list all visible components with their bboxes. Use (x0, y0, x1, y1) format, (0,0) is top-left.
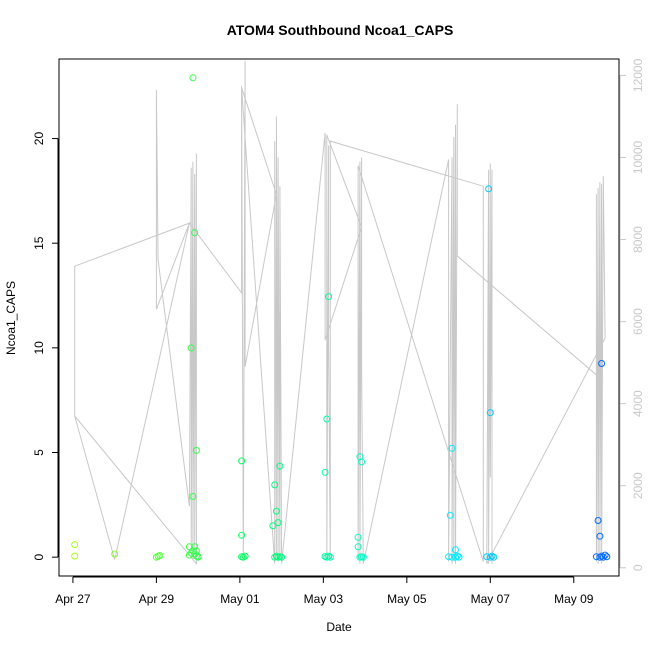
data-point (452, 553, 459, 561)
y-axis-label: Ncoa1_CAPS (4, 281, 18, 355)
data-point (191, 543, 199, 551)
y-tick-label: 10 (32, 341, 46, 355)
y2-tick-label: 6000 (631, 308, 645, 335)
y-axis: 0 5 10 15 20 (32, 132, 59, 561)
plot-frame (58, 58, 620, 577)
series-line (74, 61, 606, 566)
data-point (485, 185, 493, 193)
data-point (238, 531, 246, 539)
data-point (603, 553, 611, 561)
data-point (488, 552, 496, 560)
data-line-series (74, 61, 606, 566)
data-point (354, 533, 362, 541)
data-point (321, 468, 329, 476)
x-tick-label: May 09 (554, 592, 594, 606)
data-point (326, 553, 334, 561)
y-tick-label: 5 (32, 449, 46, 456)
data-point (269, 522, 277, 530)
data-point (483, 553, 491, 561)
data-point (71, 541, 79, 549)
data-point (598, 552, 606, 560)
y-tick-label: 20 (32, 132, 46, 146)
data-point (152, 553, 160, 561)
data-point (238, 457, 246, 465)
data-point (453, 552, 461, 560)
data-point (189, 74, 197, 82)
y2-tick-label: 12000 (631, 58, 645, 92)
x-axis-label: Date (326, 620, 352, 634)
data-point (274, 519, 282, 527)
data-point (592, 553, 600, 561)
y2-tick-label: 8000 (631, 226, 645, 253)
data-point (354, 543, 362, 551)
data-point (486, 553, 494, 561)
data-point (359, 553, 367, 561)
y-tick-label: 0 (32, 554, 46, 561)
data-point (241, 552, 249, 560)
data-point (185, 543, 193, 551)
x-tick-label: May 01 (220, 592, 260, 606)
y2-tick-label: 2000 (631, 472, 645, 499)
data-point (486, 409, 494, 417)
y2-tick-label: 0 (631, 564, 645, 571)
x-tick-label: May 03 (304, 592, 344, 606)
data-point (271, 553, 279, 561)
data-point (601, 551, 609, 559)
data-point (358, 458, 366, 466)
x-axis: Apr 27 Apr 29 May 01 May 03 May 05 May 07 May … (55, 576, 594, 606)
data-point (455, 553, 463, 561)
data-point (452, 546, 459, 554)
data-point (187, 344, 195, 352)
data-point (448, 553, 456, 561)
data-point (599, 553, 607, 561)
data-point (272, 552, 280, 560)
data-point (271, 481, 279, 489)
x-tick-label: May 07 (471, 592, 511, 606)
y2-axis: 0 2000 4000 6000 8000 10000 12000 (619, 58, 645, 571)
data-point (448, 444, 456, 452)
data-point (445, 553, 453, 561)
y-tick-label: 15 (32, 236, 46, 250)
x-tick-label: Apr 27 (55, 592, 91, 606)
data-point (194, 553, 202, 561)
chart-title: ATOM4 Southbound Ncoa1_CAPS (227, 22, 454, 38)
data-point (596, 532, 604, 540)
data-point (594, 517, 602, 524)
data-point (325, 552, 333, 560)
x-tick-label: May 05 (387, 592, 427, 606)
data-point (192, 446, 200, 454)
data-point (239, 553, 247, 561)
data-point (156, 552, 164, 559)
data-point (191, 229, 199, 237)
x-tick-label: Apr 29 (139, 592, 175, 606)
data-point (189, 493, 197, 500)
data-point-series (71, 74, 611, 561)
data-point (71, 552, 79, 560)
data-point (598, 360, 606, 367)
y2-tick-label: 10000 (631, 140, 645, 174)
y2-tick-label: 4000 (631, 390, 645, 417)
data-point (323, 553, 331, 561)
data-point (490, 553, 498, 561)
data-point (446, 511, 454, 519)
data-point (111, 550, 119, 558)
data-point (185, 551, 193, 559)
data-point (276, 462, 284, 470)
data-point (272, 507, 280, 515)
data-point (325, 293, 333, 301)
data-point (278, 553, 286, 561)
data-point (323, 415, 331, 423)
